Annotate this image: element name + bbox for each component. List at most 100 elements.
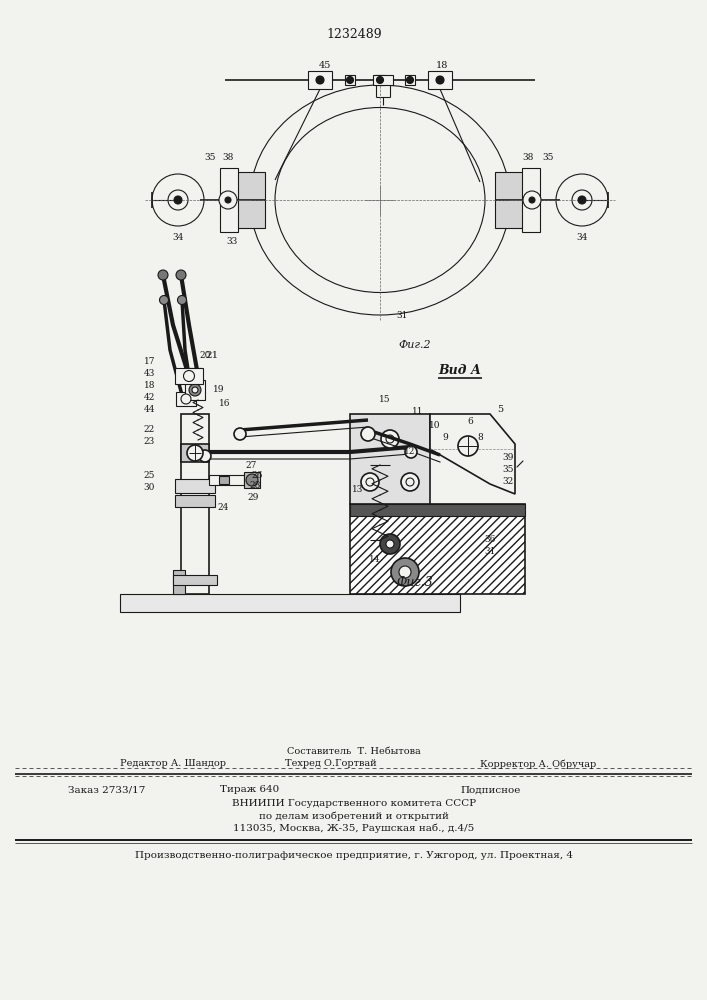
Bar <box>173 570 185 594</box>
Bar <box>244 472 260 488</box>
Circle shape <box>176 270 186 280</box>
Text: 45: 45 <box>319 62 331 70</box>
Text: 9: 9 <box>442 434 448 442</box>
Text: Вид А: Вид А <box>438 363 481 376</box>
Text: 15: 15 <box>379 395 391 404</box>
Text: 43: 43 <box>144 369 155 378</box>
Text: Техред О.Гортвай: Техред О.Гортвай <box>285 760 377 768</box>
Text: 38: 38 <box>522 153 534 162</box>
Circle shape <box>529 197 535 203</box>
Text: 35: 35 <box>204 153 216 162</box>
Circle shape <box>317 77 324 84</box>
Text: 27: 27 <box>245 462 257 471</box>
Circle shape <box>174 196 182 204</box>
Text: 23: 23 <box>144 438 155 446</box>
Bar <box>428 71 452 89</box>
Text: 35: 35 <box>542 153 554 162</box>
Circle shape <box>399 566 411 578</box>
Circle shape <box>377 77 383 84</box>
Text: 35: 35 <box>502 466 514 475</box>
Text: 22: 22 <box>144 426 155 434</box>
Circle shape <box>184 370 194 381</box>
Bar <box>315 75 325 85</box>
Bar <box>219 476 229 484</box>
Bar <box>209 475 244 485</box>
Text: 20: 20 <box>199 352 211 360</box>
Text: 39: 39 <box>502 454 514 462</box>
Bar <box>375 75 385 85</box>
Bar <box>175 368 203 384</box>
Text: 38: 38 <box>222 153 234 162</box>
Text: 113035, Москва, Ж-35, Раушская наб., д.4/5: 113035, Москва, Ж-35, Раушская наб., д.4… <box>233 823 474 833</box>
Text: Редактор А. Шандор: Редактор А. Шандор <box>120 760 226 768</box>
Bar <box>435 75 445 85</box>
Circle shape <box>380 534 400 554</box>
Polygon shape <box>430 414 515 494</box>
Bar <box>176 392 196 406</box>
Bar <box>220 168 238 232</box>
Text: Подписное: Подписное <box>460 786 520 794</box>
Circle shape <box>189 384 201 396</box>
Circle shape <box>225 197 231 203</box>
Text: 29: 29 <box>247 492 259 502</box>
Text: 18: 18 <box>144 381 155 390</box>
Circle shape <box>177 296 187 304</box>
Bar <box>181 444 209 462</box>
Text: 5: 5 <box>497 406 503 414</box>
Bar <box>185 380 205 400</box>
Text: 18: 18 <box>436 62 448 70</box>
Circle shape <box>158 270 168 280</box>
Circle shape <box>523 191 541 209</box>
Text: 28: 28 <box>250 481 261 489</box>
Circle shape <box>436 77 443 84</box>
Bar <box>350 504 525 594</box>
Circle shape <box>458 436 478 456</box>
Bar <box>175 479 215 493</box>
Bar <box>373 75 393 85</box>
Circle shape <box>386 540 394 548</box>
Circle shape <box>436 76 444 84</box>
Text: 25: 25 <box>144 471 155 480</box>
Text: 13: 13 <box>352 486 363 494</box>
Text: 14: 14 <box>369 556 381 564</box>
Bar <box>308 71 332 89</box>
Text: 1232489: 1232489 <box>326 28 382 41</box>
Text: Фиг.3: Фиг.3 <box>397 576 433 588</box>
Text: 10: 10 <box>429 420 440 430</box>
Bar <box>405 75 415 85</box>
Circle shape <box>234 428 246 440</box>
Circle shape <box>361 427 375 441</box>
Bar <box>235 172 265 228</box>
Text: Фиг.2: Фиг.2 <box>399 340 431 350</box>
Circle shape <box>361 473 379 491</box>
Text: 34: 34 <box>173 233 184 242</box>
Circle shape <box>160 296 168 304</box>
Circle shape <box>316 76 324 84</box>
Text: 33: 33 <box>226 237 238 246</box>
Bar <box>173 575 217 585</box>
Text: 26: 26 <box>251 471 263 480</box>
Circle shape <box>381 430 399 448</box>
Text: Заказ 2733/17: Заказ 2733/17 <box>68 786 146 794</box>
Bar <box>350 414 430 504</box>
Text: 31: 31 <box>484 548 496 556</box>
Circle shape <box>199 450 211 462</box>
Bar <box>181 414 209 594</box>
Bar <box>350 504 525 516</box>
Text: Корректор А. Обручар: Корректор А. Обручар <box>480 759 596 769</box>
Circle shape <box>246 474 258 486</box>
Text: 31: 31 <box>397 310 408 320</box>
Text: ВНИИПИ Государственного комитета СССР: ВНИИПИ Государственного комитета СССР <box>232 800 476 808</box>
Text: 8: 8 <box>477 434 483 442</box>
Bar <box>522 168 540 232</box>
Text: 34: 34 <box>576 233 588 242</box>
Text: 19: 19 <box>214 385 225 394</box>
Bar <box>189 368 201 380</box>
Text: по делам изобретений и открытий: по делам изобретений и открытий <box>259 811 449 821</box>
Circle shape <box>391 558 419 586</box>
Text: Тираж 640: Тираж 640 <box>220 786 279 794</box>
Text: 32: 32 <box>503 478 513 487</box>
Text: Составитель  Т. Небытова: Составитель Т. Небытова <box>287 748 421 756</box>
Circle shape <box>219 191 237 209</box>
Circle shape <box>401 473 419 491</box>
